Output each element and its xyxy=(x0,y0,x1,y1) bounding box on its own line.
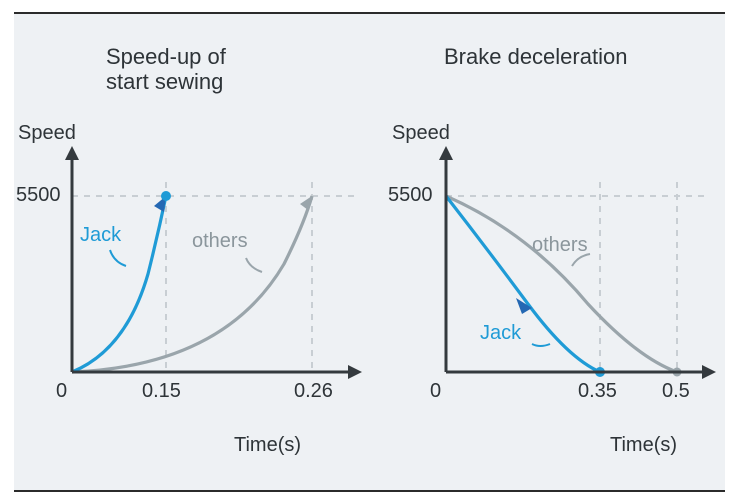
left-x-axis-arrowhead-icon xyxy=(348,365,362,379)
left-jack-endpoint-dot xyxy=(161,191,171,201)
left-y-axis-label: Speed xyxy=(18,122,76,145)
right-jack-curve xyxy=(446,196,600,372)
right-x-axis-arrowhead-icon xyxy=(702,365,716,379)
left-others-callout-swoosh xyxy=(246,258,262,272)
right-others-callout-swoosh xyxy=(572,254,590,266)
left-jack-callout-swoosh xyxy=(110,250,126,266)
left-jack-curve xyxy=(72,196,166,372)
image-root: Speed-up ofstart sewing Brake decelerati… xyxy=(0,0,739,500)
right-jack-callout-swoosh xyxy=(532,344,550,346)
left-y-axis-arrowhead-icon xyxy=(65,146,79,160)
right-y-axis-arrowhead-icon xyxy=(439,146,453,160)
right-chart-svg xyxy=(428,144,728,384)
left-others-curve xyxy=(72,196,312,372)
left-chart-svg xyxy=(54,144,374,384)
right-y-axis-label: Speed xyxy=(392,122,450,145)
right-chart-title: Brake deceleration xyxy=(444,44,627,69)
right-ytick-5500: 5500 xyxy=(388,184,433,207)
title-line1: Speed-up ofstart sewing xyxy=(106,44,226,94)
chart-panel: Speed-up ofstart sewing Brake decelerati… xyxy=(14,12,725,492)
left-x-axis-title: Time(s) xyxy=(234,434,301,457)
left-chart-title: Speed-up ofstart sewing xyxy=(106,44,306,95)
right-x-axis-title: Time(s) xyxy=(610,434,677,457)
